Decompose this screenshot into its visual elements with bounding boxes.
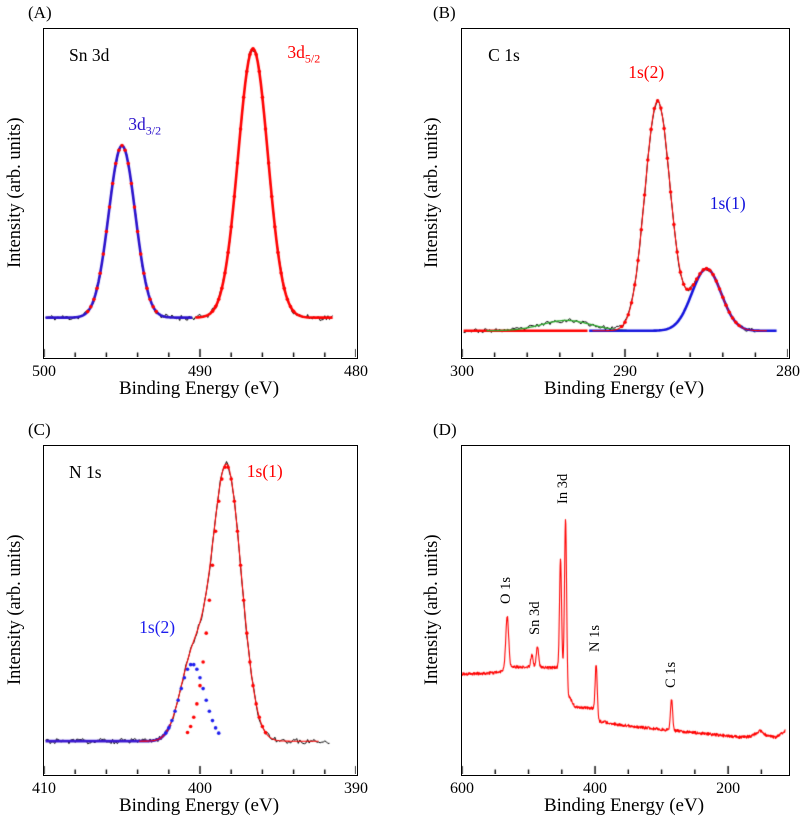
c1s-spectrum-canvas — [462, 29, 788, 357]
x-tick-label: 490 — [188, 363, 212, 380]
y-axis-label: Intensity (arb. units) — [5, 116, 25, 268]
panel-survey: (D) Intensity (arb. units) O 1s Sn 3d In… — [405, 417, 810, 833]
panel-n1s: (C) Intensity (arb. units) N 1s 1s(1) 1s… — [0, 417, 405, 833]
x-tick-label: 200 — [716, 780, 741, 797]
peak-label-text: 3d — [287, 42, 305, 63]
panel-letter-d: (D) — [433, 420, 457, 439]
survey-peak-label-o1s: O 1s — [497, 577, 514, 604]
x-tick-label: 480 — [344, 363, 368, 380]
x-axis-label: Binding Energy (eV) — [118, 795, 280, 816]
peak-label-3d32: 3d3/2 — [128, 114, 161, 139]
survey-peak-label-c1s: C 1s — [662, 661, 679, 688]
y-axis-label: Intensity (arb. units) — [422, 116, 442, 268]
panel-c1s: (B) Intensity (arb. units) C 1s 1s(2) 1s… — [405, 0, 810, 416]
survey-peak-label-sn3d: Sn 3d — [526, 601, 543, 636]
x-axis-label: Binding Energy (eV) — [543, 795, 705, 816]
peak-label-text: 1s(1) — [709, 193, 746, 213]
panel-sn3d: (A) Intensity (arb. units) Sn 3d 3d3/2 3… — [0, 0, 405, 416]
x-tick-labels: 500 490 480 — [32, 357, 368, 383]
x-tick-labels: 300 290 280 — [450, 357, 800, 383]
x-axis-label: Binding Energy (eV) — [118, 378, 280, 399]
x-tick-label: 400 — [583, 780, 608, 797]
x-tick-label: 280 — [776, 363, 800, 380]
plot-area: O 1s Sn 3d In 3d N 1s C 1s 600 400 200 — [450, 445, 790, 797]
survey-spectrum-canvas — [462, 446, 788, 774]
spectrum-title: Sn 3d — [69, 45, 110, 66]
panel-letter-b: (B) — [433, 3, 456, 22]
x-tick-label: 400 — [188, 780, 212, 797]
x-tick-label: 390 — [344, 780, 368, 797]
sn3d-spectrum-canvas — [44, 29, 356, 357]
y-axis-label: Intensity (arb. units) — [5, 533, 25, 685]
peak-label-text: 1s(2) — [139, 616, 176, 637]
peak-label-1s2: 1s(2) — [628, 62, 664, 83]
panel-letter-c: (C) — [28, 420, 51, 439]
n1s-spectrum-canvas — [44, 446, 356, 774]
spectrum-title: N 1s — [69, 462, 102, 483]
peak-label-1s1: 1s(1) — [710, 193, 746, 214]
peak-label-text: 3d — [128, 114, 146, 135]
peak-label-1s2: 1s(2) — [139, 617, 175, 638]
x-tick-labels: 600 400 200 — [450, 774, 789, 800]
x-tick-label: 600 — [450, 780, 474, 797]
x-tick-label: 500 — [32, 363, 56, 380]
y-axis-label: Intensity (arb. units) — [422, 533, 442, 685]
plot-area: N 1s 1s(1) 1s(2) 410 400 390 — [32, 445, 368, 797]
panel-letter-a: (A) — [28, 3, 52, 22]
peak-label-sub: 5/2 — [304, 51, 321, 66]
peak-label-text: 1s(1) — [246, 460, 283, 481]
x-tick-label: 290 — [613, 363, 637, 380]
spectrum-title: C 1s — [488, 45, 520, 66]
x-tick-labels: 410 400 390 — [32, 774, 368, 800]
x-tick-label: 410 — [32, 780, 56, 797]
plot-area: C 1s 1s(2) 1s(1) 300 290 280 — [450, 28, 800, 380]
x-tick-label: 300 — [450, 363, 474, 380]
peak-label-3d52: 3d5/2 — [287, 42, 320, 67]
x-axis-label: Binding Energy (eV) — [543, 378, 705, 399]
peak-label-sub: 3/2 — [145, 123, 162, 138]
survey-peak-label-n1s: N 1s — [587, 624, 604, 652]
survey-peak-label-in3d: In 3d — [555, 473, 572, 504]
peak-label-1s1: 1s(1) — [247, 461, 283, 482]
plot-area: Sn 3d 3d3/2 3d5/2 500 490 480 — [32, 28, 368, 380]
peak-label-text: 1s(2) — [628, 61, 665, 82]
